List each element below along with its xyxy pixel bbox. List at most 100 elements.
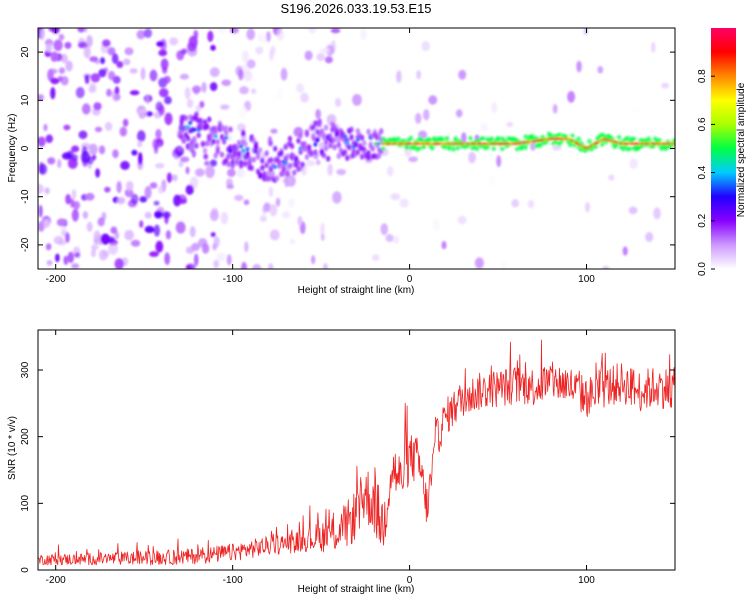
spectrogram-cell bbox=[60, 53, 68, 64]
spectrogram-ridge-cell bbox=[268, 156, 274, 163]
spectrogram-cell bbox=[195, 168, 205, 177]
snr-x-ticks: -200 -100 0 100 bbox=[46, 330, 595, 586]
spectrogram-cell bbox=[93, 230, 101, 244]
spectrogram-cell bbox=[585, 202, 590, 213]
spectrogram-ridge-cell bbox=[194, 142, 199, 149]
colorbar-ticks: 0.0 0.2 0.4 0.6 0.8 bbox=[697, 69, 715, 276]
spectrogram-ridge-cell bbox=[264, 150, 269, 157]
spectrogram-ridge-cell bbox=[300, 161, 305, 168]
spectrogram-cell bbox=[322, 263, 328, 269]
spectrogram-ridge-cell bbox=[287, 135, 293, 142]
spectrogram-cell bbox=[57, 239, 67, 246]
spectrogram-ridge-cell bbox=[538, 143, 543, 148]
spectrogram-cell bbox=[65, 232, 70, 243]
spectrogram-y-tick-label: 20 bbox=[20, 46, 31, 58]
spectrogram-cell bbox=[179, 156, 190, 163]
spectrogram-cell bbox=[243, 199, 250, 206]
spectrogram-ridge-cell bbox=[258, 147, 263, 154]
spectrogram-cell bbox=[280, 67, 288, 81]
spectrogram-cell bbox=[90, 73, 101, 83]
spectrogram-cell bbox=[390, 193, 401, 201]
spectrogram-cell bbox=[38, 94, 45, 101]
colorbar-tick-label: 0.6 bbox=[697, 117, 708, 131]
spectrogram-ridge-cell bbox=[285, 170, 291, 177]
spectrogram-ridge-cell bbox=[485, 145, 490, 150]
spectrogram-cell bbox=[661, 82, 670, 89]
spectrogram-cell bbox=[239, 86, 249, 95]
spectrogram-ridge-cell bbox=[323, 139, 329, 146]
spectrogram-cell bbox=[268, 262, 274, 269]
spectrogram-cell bbox=[38, 137, 45, 143]
spectrogram-cell bbox=[488, 174, 497, 188]
spectrogram-ridge-cell bbox=[243, 160, 248, 167]
spectrogram-cell bbox=[622, 246, 628, 256]
spectrogram-cell bbox=[209, 159, 218, 167]
spectrogram-cell bbox=[116, 196, 126, 204]
spectrogram-cell bbox=[252, 264, 262, 269]
spectrogram-cell bbox=[137, 140, 143, 148]
spectrogram-ridge-cell bbox=[279, 150, 284, 157]
spectrogram-cell bbox=[55, 253, 60, 263]
spectrogram-ridge-cell bbox=[192, 137, 197, 144]
spectrogram-ridge-cell bbox=[444, 136, 450, 141]
spectrogram-ridge-cell bbox=[404, 145, 409, 151]
spectrogram-cell bbox=[86, 35, 93, 48]
spectrogram-ridge-cell bbox=[349, 126, 354, 133]
spectrogram-cell bbox=[332, 191, 342, 204]
spectrogram-ridge-cell bbox=[224, 125, 229, 132]
snr-x-tick-label: -100 bbox=[223, 575, 243, 586]
spectrogram-cell bbox=[91, 244, 99, 251]
spectrogram-ridge-core bbox=[313, 142, 318, 147]
spectrogram-cell bbox=[458, 69, 467, 80]
spectrogram-ridge-cell bbox=[232, 151, 237, 158]
spectrogram-ridge-cell bbox=[228, 126, 233, 133]
snr-series-line bbox=[38, 339, 675, 566]
spectrogram-cell bbox=[187, 41, 197, 52]
spectrogram-cell bbox=[107, 47, 116, 56]
spectrogram-cell bbox=[155, 240, 164, 253]
spectrogram-cell bbox=[246, 59, 256, 69]
spectrogram-ridge-cell bbox=[272, 145, 278, 152]
spectrogram-cell bbox=[421, 40, 430, 52]
spectrogram-cell bbox=[205, 165, 215, 179]
spectrogram-cell bbox=[164, 211, 169, 225]
spectrogram-ridge-cell bbox=[623, 143, 628, 149]
spectrogram-cell bbox=[220, 104, 230, 110]
spectrogram-cell bbox=[265, 31, 271, 42]
spectrogram-cell bbox=[210, 232, 216, 238]
spectrogram-cell bbox=[263, 202, 271, 212]
spectrogram-x-axis-label: Height of straight line (km) bbox=[298, 285, 415, 296]
spectrogram-cell bbox=[269, 229, 280, 241]
spectrogram-cell bbox=[209, 67, 220, 78]
spectrogram-ridge-cell bbox=[202, 147, 208, 154]
spectrogram-cell bbox=[238, 68, 244, 81]
spectrogram-ridge-cell bbox=[260, 157, 265, 164]
spectrogram-cell bbox=[186, 98, 194, 108]
spectrogram-cell bbox=[71, 208, 79, 222]
spectrogram-cell bbox=[38, 221, 45, 232]
spectrogram-cell bbox=[38, 204, 43, 218]
spectrogram-ridge-cell bbox=[370, 145, 375, 152]
spectrogram-cell bbox=[45, 134, 54, 144]
spectrogram-cell bbox=[255, 46, 264, 55]
spectrogram-ridge-cell bbox=[593, 144, 598, 150]
spectrogram-cell bbox=[124, 188, 134, 198]
spectrogram-ridge-cell bbox=[204, 123, 210, 130]
spectrogram-cell bbox=[57, 159, 62, 169]
spectrogram-cell bbox=[629, 158, 638, 170]
snr-frame bbox=[37, 329, 676, 571]
spectrogram-ridge-cell bbox=[379, 128, 384, 135]
snr-y-axis-label: SNR (10 * v/v) bbox=[7, 416, 18, 480]
colorbar-label: Normalized spectral amplitude bbox=[736, 82, 747, 217]
spectrogram-cell bbox=[653, 207, 661, 220]
spectrogram-cell bbox=[98, 68, 107, 78]
spectrogram-cell bbox=[334, 97, 342, 107]
spectrogram-cell bbox=[511, 199, 520, 208]
spectrogram-ridge-cell bbox=[529, 133, 535, 139]
spectrogram-ridge-cell bbox=[523, 145, 528, 150]
spectrogram-cell bbox=[213, 259, 219, 269]
spectrogram-cell bbox=[71, 189, 77, 200]
spectrogram-cell bbox=[67, 251, 75, 264]
spectrogram-ridge-cell bbox=[289, 143, 295, 150]
spectrogram-cell bbox=[576, 60, 582, 73]
